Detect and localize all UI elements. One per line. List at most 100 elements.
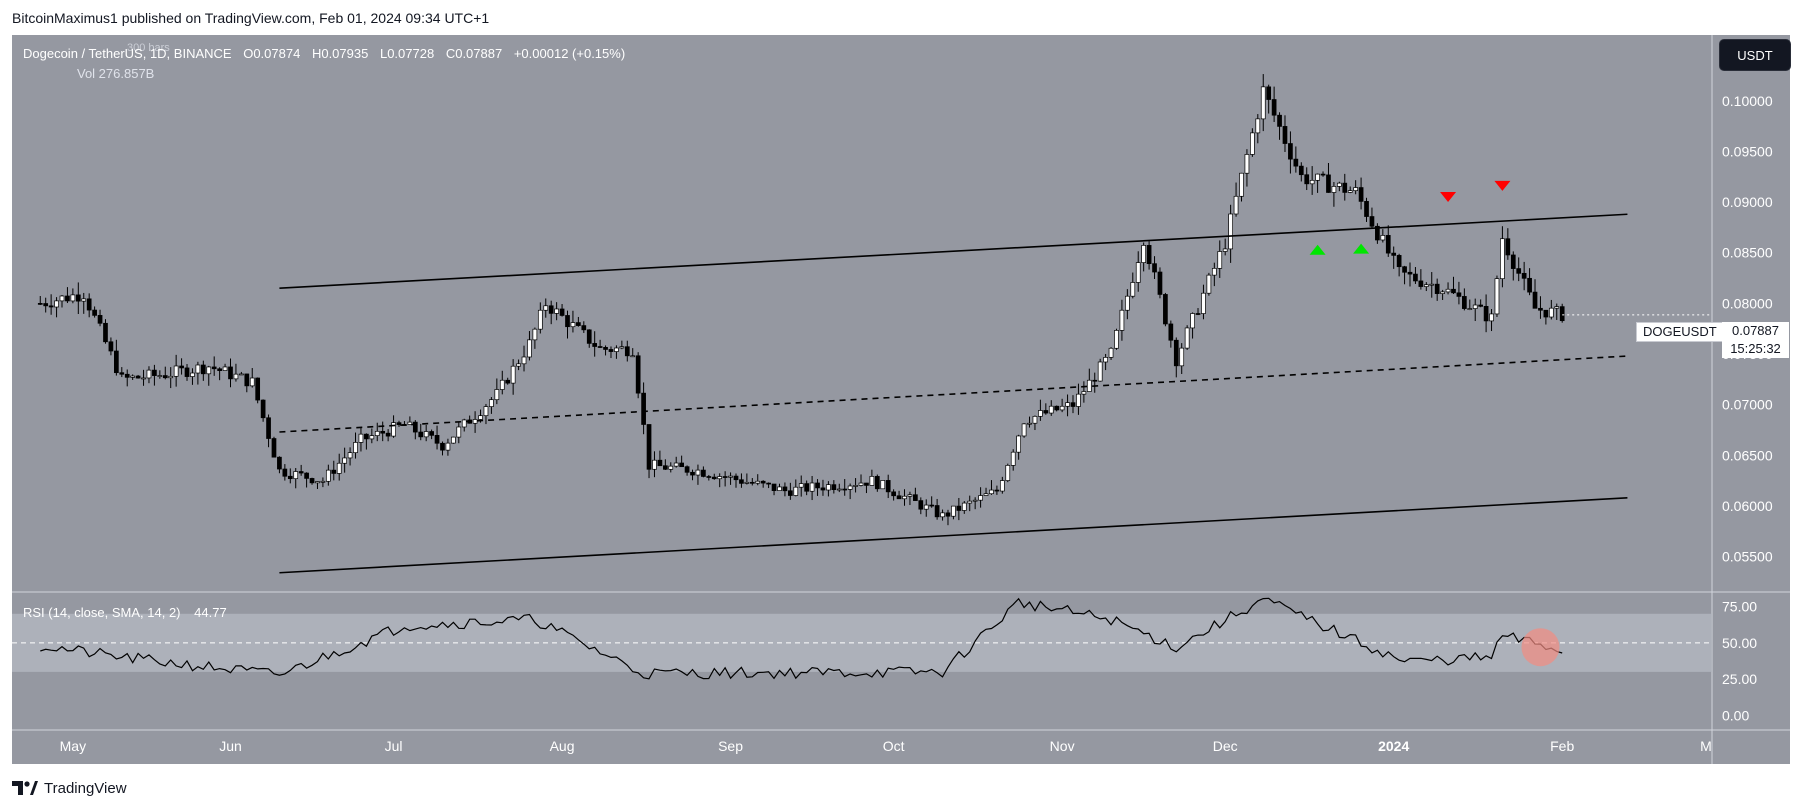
tradingview-logo[interactable]: TradingView [12,778,127,798]
candle-body [200,364,206,375]
candle-up [141,369,146,386]
candle-down [412,420,418,440]
candle-up [195,361,201,385]
candle-down [184,364,190,381]
candle-down [1293,146,1299,173]
candle-body [565,315,570,328]
candle-body [1206,274,1212,294]
candle-body [1250,132,1255,155]
candle-down [1559,303,1565,323]
candle-body [951,505,956,517]
candle-body [1505,238,1511,256]
candle-down [1146,241,1152,270]
candle-down [108,337,114,356]
candle-down [304,472,309,488]
candle-down [211,356,217,376]
date-tick-label: Oct [883,738,905,754]
candle-up [1048,400,1054,416]
candle-down [1266,84,1272,114]
candle-up [793,479,799,497]
candle-up [1315,173,1320,193]
candle-body [1467,308,1473,310]
symbol-title[interactable]: Dogecoin / TetherUS, 1D, BINANCE [23,46,232,61]
candle-down [771,483,777,496]
candle-body [342,457,347,464]
candle-body [1282,126,1288,144]
candle-down [228,358,233,388]
rsi-legend[interactable]: RSI (14, close, SMA, 14, 2) 44.77 [23,605,227,620]
candle-body [434,435,440,444]
candle-body [961,502,967,511]
candle-body [760,480,766,484]
candle-body [999,480,1005,492]
candle-down [1298,162,1304,182]
candle-down [711,473,717,480]
candle-body [1086,379,1092,392]
candle-up [342,447,347,473]
candle-up [1086,368,1092,392]
candle-up [1233,182,1239,217]
candle-down [548,300,554,325]
candle-body [592,343,598,347]
rsi-tick-label: 0.00 [1722,707,1749,723]
candle-body [396,422,402,425]
candle-down [1413,267,1418,284]
candle-body [755,480,761,484]
candle-body [1559,306,1565,322]
candle-up [1141,242,1147,272]
candle-up [907,491,913,506]
candle-body [1385,235,1391,254]
candle-up [1500,226,1505,288]
candle-up [967,495,973,512]
candle-body [836,488,842,491]
candle-down [1385,225,1391,257]
candle-up [81,292,87,314]
candle-down [217,367,222,381]
candle-up [652,451,657,478]
candle-down [891,489,896,501]
candle-up [1010,449,1016,471]
channel-upper-line [279,213,1628,289]
candle-down [815,479,820,496]
candle-down [266,414,271,448]
symbol-legend[interactable]: Dogecoin / TetherUS, 1D, BINANCE O0.0787… [23,46,625,61]
candle-down [956,497,962,521]
candle-body [701,469,706,477]
date-tick-label: Sep [718,738,743,754]
candle-up [1244,149,1250,187]
candle-body [184,367,190,377]
candle-body [874,476,880,490]
candle-body [1548,307,1554,318]
candle-body [1233,195,1239,215]
candle-body [798,483,804,488]
rsi-label[interactable]: RSI (14, close, SMA, 14, 2) [23,605,181,620]
candle-down [679,455,684,468]
currency-button[interactable]: USDT [1719,39,1791,71]
candle-body [385,432,391,437]
candle-body [668,465,674,470]
candle-body [412,421,418,433]
candle-body [1081,391,1087,395]
candle-body [456,426,462,438]
candle-down [1358,177,1364,210]
candle-down [396,420,402,427]
candle-body [869,476,875,486]
candle-body [418,431,424,438]
candle-body [1119,309,1125,331]
candle-up [537,302,543,334]
candle-down [896,490,902,500]
candle-down [271,436,277,458]
high-value: 0.07935 [321,46,369,61]
candle-body [1141,245,1147,263]
candle-body [1472,304,1478,309]
candle-down [282,464,288,481]
candle-body [885,480,891,493]
candle-down [831,480,837,494]
candle-body [902,495,907,500]
candle-body [554,308,559,314]
candle-down [592,331,598,357]
candle-body [271,438,277,458]
candle-down [749,478,755,486]
candle-down [1173,337,1179,378]
